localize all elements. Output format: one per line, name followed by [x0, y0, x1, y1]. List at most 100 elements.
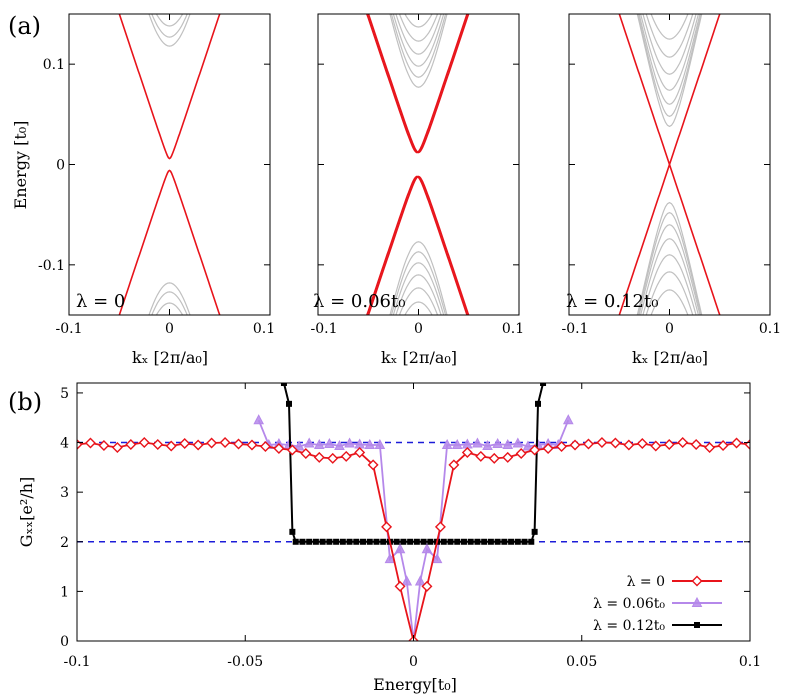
bulk-bands	[389, 14, 448, 315]
data-point	[420, 538, 427, 545]
data-point	[531, 528, 538, 535]
bulk-band-upper-1	[637, 14, 702, 117]
panel-a2: -0.1 0 0.1 λ = 0.06t₀ kₓ [2π/a₀]	[311, 13, 524, 367]
bulk-band-lower-5	[645, 271, 694, 315]
data-point	[326, 538, 333, 545]
data-point	[353, 538, 360, 545]
data-point	[292, 538, 299, 545]
data-point	[677, 437, 689, 449]
x-tick-label: -0.1	[562, 321, 589, 337]
lambda-label: λ = 0.12t₀	[566, 291, 658, 312]
edge-states	[118, 14, 221, 315]
bulk-band-upper-6	[650, 14, 689, 40]
x-tick-label: 0	[665, 321, 674, 337]
data-point	[460, 538, 467, 545]
x-axis-label: kₓ [2π/a₀]	[381, 348, 457, 367]
panel-a3: -0.1 0 0.1 λ = 0.12t₀ kₓ [2π/a₀]	[562, 13, 781, 367]
data-point	[344, 437, 355, 448]
legend: λ = 0 λ = 0.06t₀ λ = 0.12t₀	[593, 574, 722, 634]
bulk-band-lower-0	[148, 282, 191, 315]
data-point	[125, 439, 137, 451]
data-point	[528, 538, 535, 545]
panel-a-tag: (a)	[8, 12, 41, 40]
x-axis-label: kₓ [2π/a₀]	[632, 348, 708, 367]
bulk-band-lower-5	[404, 301, 433, 315]
data-point	[346, 538, 353, 545]
data-point	[609, 437, 621, 449]
bulk-band-lower-3	[395, 274, 442, 315]
edge-state-upper-1	[366, 14, 468, 154]
data-point	[312, 538, 319, 545]
data-point	[394, 580, 406, 592]
data-point	[434, 521, 446, 533]
data-point	[542, 443, 554, 454]
bulk-band-lower-0	[636, 201, 703, 315]
data-point	[319, 538, 326, 545]
bulk-band-upper-3	[166, 14, 173, 15]
data-point	[394, 543, 406, 554]
data-point	[704, 442, 716, 453]
y-tick-label: 4	[60, 436, 69, 452]
x-axis-label: Energy[t₀]	[373, 675, 457, 694]
data-point	[407, 538, 414, 545]
data-point	[540, 383, 547, 386]
x-tick-label: 0.1	[759, 321, 781, 337]
axis-ticks: -0.1 0 0.1	[562, 14, 781, 337]
data-point	[535, 400, 542, 407]
data-point	[380, 538, 387, 545]
bulk-band-upper-4	[642, 14, 697, 75]
data-point	[562, 414, 574, 425]
bulk-bands	[636, 14, 703, 315]
data-point	[451, 438, 463, 450]
data-point	[84, 437, 96, 449]
data-point	[650, 440, 662, 452]
y-axis-label: Gₓₓ[e²/h]	[17, 477, 36, 547]
series-1	[253, 414, 574, 641]
bulk-band-upper-1	[151, 14, 188, 38]
bulk-band-lower-1	[151, 291, 188, 315]
data-point	[401, 575, 413, 586]
x-tick-label: 0	[165, 321, 174, 337]
data-point	[306, 538, 313, 545]
data-point	[354, 446, 366, 458]
data-point	[717, 440, 729, 452]
data-point	[448, 459, 460, 471]
x-tick-label: -0.1	[64, 654, 91, 670]
data-point	[447, 538, 454, 545]
y-tick-label: 1	[60, 584, 69, 600]
data-point	[206, 437, 218, 449]
data-point	[514, 538, 521, 545]
y-tick-label: 3	[60, 485, 69, 501]
data-point	[293, 440, 305, 451]
axis-ticks: -0.1 -0.05 0 0.05 0.1 0 1 2 3 4 5	[60, 383, 761, 670]
bulk-band-upper-2	[155, 14, 184, 27]
bulk-band-upper-1	[390, 14, 447, 78]
data-point	[494, 538, 501, 545]
y-tick-label: -0.1	[38, 258, 65, 274]
panel-b-tag: (b)	[8, 388, 42, 416]
bulk-band-upper-5	[645, 14, 694, 58]
series-line-2	[282, 383, 545, 543]
bulk-band-upper-0	[389, 14, 448, 88]
data-point	[327, 452, 339, 464]
data-point	[731, 437, 743, 449]
bulk-band-lower-1	[390, 251, 447, 315]
data-point	[340, 450, 352, 462]
x-tick-label: 0.05	[566, 654, 597, 670]
conductance-series	[77, 383, 750, 641]
edge-state-lower-1	[366, 175, 468, 315]
bulk-band-upper-0	[636, 14, 703, 128]
data-point	[556, 441, 568, 452]
edge-states	[618, 14, 721, 315]
data-point	[623, 439, 635, 451]
data-point	[400, 538, 407, 545]
data-point	[192, 439, 204, 451]
bulk-band-lower-2	[638, 224, 701, 315]
bulk-band-upper-2	[392, 14, 445, 67]
data-point	[246, 439, 258, 451]
data-point	[501, 538, 508, 545]
bulk-band-lower-4	[642, 254, 697, 315]
bulk-band-upper-5	[404, 14, 433, 28]
data-point	[219, 437, 231, 449]
